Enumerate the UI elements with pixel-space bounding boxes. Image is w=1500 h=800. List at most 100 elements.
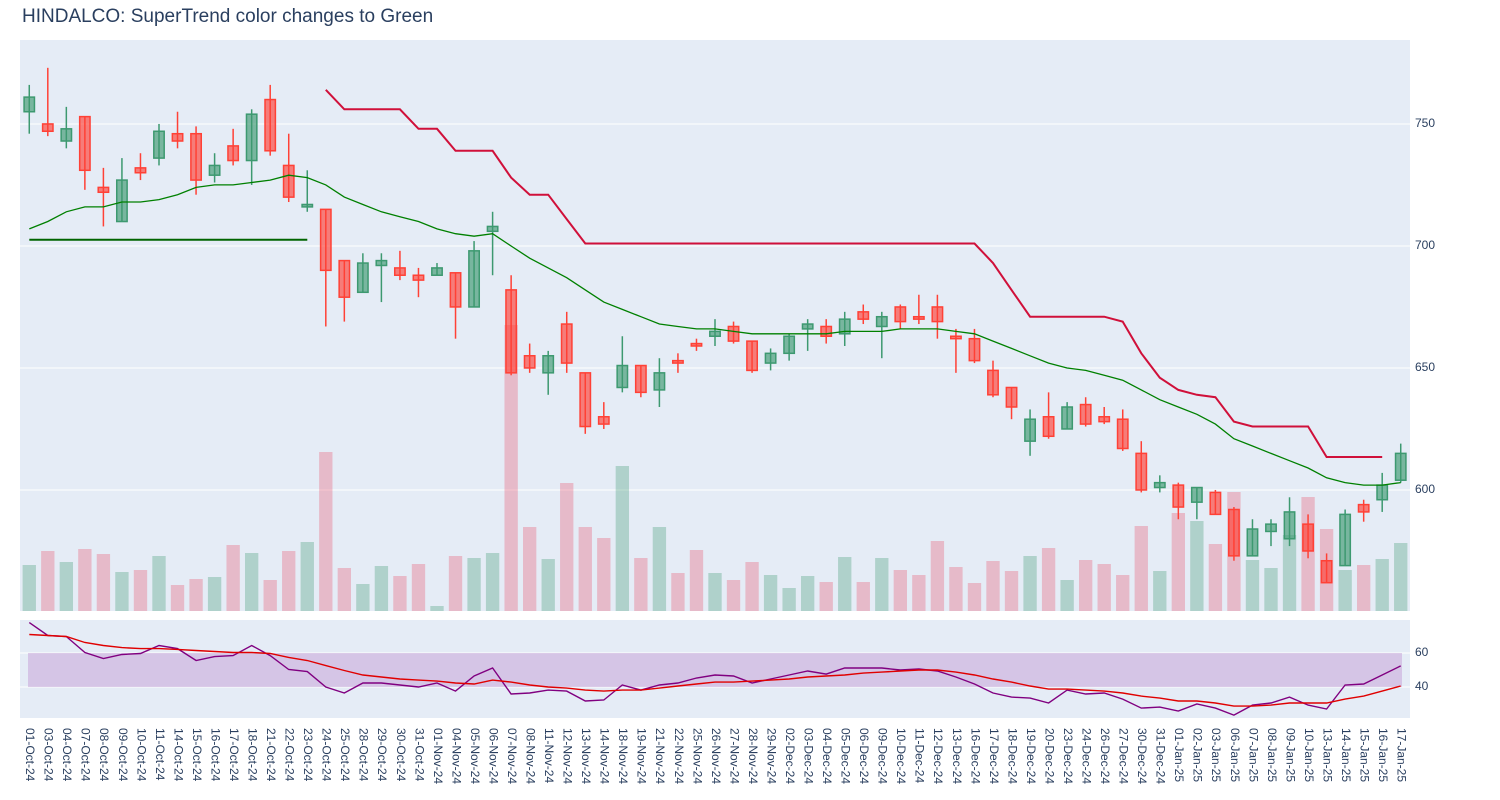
x-tick-label: 12-Dec-24	[931, 728, 945, 784]
x-tick-label: 22-Nov-24	[672, 728, 686, 784]
candle-body	[1005, 386, 1018, 408]
x-tick-label: 02-Dec-24	[783, 728, 797, 784]
candle-body	[579, 372, 592, 428]
candle-body	[709, 330, 721, 337]
x-tick-label: 11-Oct-24	[153, 728, 167, 781]
candle-body	[690, 342, 703, 347]
candle-body	[190, 132, 203, 181]
x-tick-label: 08-Jan-25	[1265, 728, 1279, 782]
volume-bar	[1171, 513, 1186, 611]
volume-bar	[337, 568, 352, 611]
volume-bar	[152, 556, 166, 611]
candle-body	[338, 259, 351, 298]
candle-body	[671, 359, 684, 364]
x-tick-label: 24-Dec-24	[1079, 728, 1093, 784]
volume-bar	[59, 562, 74, 611]
candle-body	[393, 267, 406, 276]
x-tick-label: 16-Jan-25	[1376, 728, 1390, 782]
volume-bar	[1004, 571, 1019, 611]
candle-body	[1227, 508, 1240, 557]
volume-bar	[207, 577, 222, 611]
x-tick-label: 03-Oct-24	[42, 728, 56, 782]
volume-bar	[1264, 568, 1278, 611]
x-tick-label: 04-Nov-24	[449, 728, 463, 784]
volume-bar	[541, 559, 555, 611]
candle-body	[41, 123, 54, 133]
x-tick-label: 26-Dec-24	[1098, 728, 1112, 784]
x-tick-label: 29-Oct-24	[375, 728, 389, 782]
volume-bar	[912, 575, 926, 611]
candle-body	[838, 318, 851, 335]
x-tick-label: 18-Oct-24	[245, 728, 259, 782]
candle-body	[23, 96, 36, 113]
x-tick-label: 21-Nov-24	[653, 728, 667, 784]
volume-bar	[800, 576, 815, 611]
candle-body	[1339, 513, 1352, 567]
x-tick-label: 05-Nov-24	[468, 728, 482, 784]
x-tick-label: 14-Oct-24	[171, 728, 185, 782]
volume-bar	[1134, 526, 1148, 611]
candle-body	[171, 132, 184, 142]
candle-body	[1320, 559, 1333, 584]
candle-body	[1042, 416, 1055, 438]
volume-bar	[226, 545, 240, 611]
x-tick-label: 13-Dec-24	[950, 728, 964, 784]
candle-body	[282, 164, 295, 198]
candle-body	[820, 325, 833, 337]
volume-bar	[356, 584, 370, 611]
candle-body	[319, 208, 332, 272]
x-tick-label: 02-Jan-25	[1191, 728, 1205, 782]
x-tick-label: 16-Oct-24	[208, 728, 222, 782]
volume-bar	[597, 538, 611, 611]
volume-bar	[634, 558, 648, 611]
volume-bar	[689, 550, 704, 611]
volume-bar	[1078, 560, 1093, 611]
x-tick-label: 25-Nov-24	[690, 728, 704, 784]
candle-body	[653, 372, 666, 391]
x-tick-label: 07-Nov-24	[505, 728, 519, 784]
volume-bar	[282, 551, 296, 611]
volume-bar	[726, 580, 741, 611]
x-tick-label: 28-Oct-24	[357, 728, 371, 782]
candle-body	[727, 325, 740, 342]
volume-bar	[1060, 580, 1074, 611]
volume-bar	[615, 466, 630, 611]
x-tick-label: 15-Jan-25	[1357, 728, 1371, 782]
volume-bar	[430, 606, 444, 611]
candle-body	[912, 315, 925, 320]
x-tick-label: 10-Oct-24	[134, 728, 148, 782]
volume-bar	[578, 527, 592, 611]
volume-bar	[1097, 564, 1111, 611]
candle-body	[968, 337, 981, 362]
volume-bar	[819, 582, 833, 611]
volume-bar	[949, 567, 963, 611]
candle-body	[1098, 416, 1111, 423]
candle-body	[523, 355, 536, 369]
x-tick-label: 11-Nov-24	[542, 728, 556, 783]
candle-body	[634, 364, 647, 394]
volume-bar	[763, 575, 778, 611]
x-tick-label: 04-Oct-24	[60, 728, 74, 782]
candle-body	[1061, 406, 1074, 430]
volume-bar	[782, 588, 796, 611]
candle-body	[431, 267, 443, 276]
y-tick-label: 650	[1415, 360, 1435, 374]
candle-body	[1116, 418, 1129, 450]
volume-bar	[652, 527, 667, 611]
candle-body	[1135, 452, 1148, 491]
candle-body	[1283, 511, 1296, 540]
volume-bar	[374, 566, 389, 611]
volume-bar	[300, 542, 314, 611]
volume-bar	[967, 583, 982, 611]
y-tick-label: 60	[1415, 645, 1429, 659]
candle-body	[560, 323, 573, 364]
x-tick-label: 19-Nov-24	[635, 728, 649, 784]
volume-bar	[1338, 570, 1352, 611]
candle-body	[115, 179, 128, 223]
candle-body	[1246, 528, 1259, 557]
x-tick-label: 26-Nov-24	[709, 728, 723, 784]
x-tick-label: 24-Oct-24	[320, 728, 334, 782]
x-tick-label: 27-Nov-24	[727, 728, 741, 784]
volume-bar	[1356, 565, 1371, 611]
candle-body	[949, 335, 962, 340]
